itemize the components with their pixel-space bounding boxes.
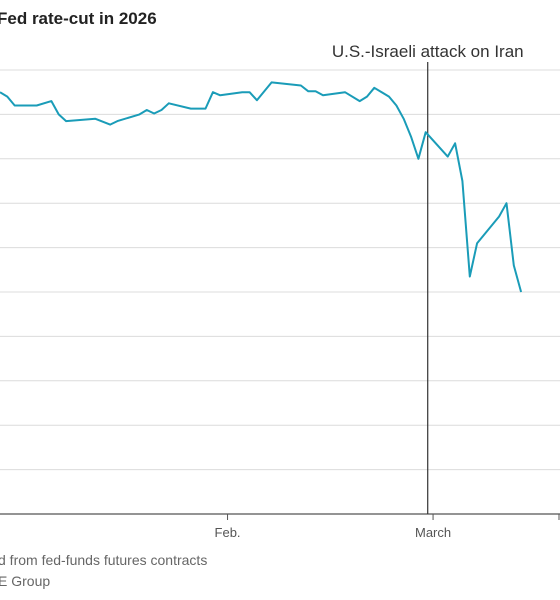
x-tick-label: Feb.	[215, 525, 241, 540]
footnote-source: E Group	[0, 573, 51, 589]
gridlines	[0, 69, 560, 471]
x-tick-label: March	[415, 525, 451, 540]
series-layer	[0, 81, 523, 293]
series-line	[0, 81, 523, 293]
footnote-note: d from fed-funds futures contracts	[0, 552, 208, 568]
annotation-label: U.S.-Israeli attack on Iran	[332, 42, 524, 61]
chart-title: Fed rate-cut in 2026	[0, 9, 157, 28]
x-axis: Feb. March	[0, 513, 560, 540]
event-annotation: U.S.-Israeli attack on Iran	[332, 42, 524, 514]
